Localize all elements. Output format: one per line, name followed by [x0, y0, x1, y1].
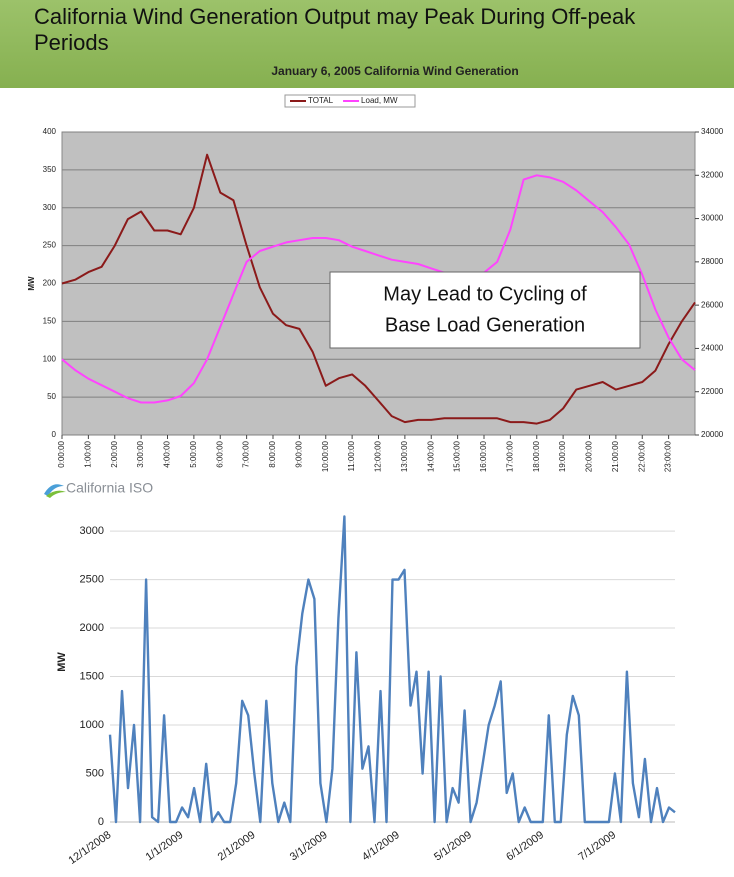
y-tick-label: 300 [43, 203, 57, 212]
x-tick-label: 11:00:00 [347, 440, 356, 471]
y2-tick-label: 32000 [701, 170, 724, 179]
y-tick-label: 400 [43, 127, 57, 136]
y2-tick-label: 26000 [701, 300, 724, 309]
y-tick-label: 100 [43, 354, 57, 363]
x-tick-label: 19:00:00 [558, 440, 567, 472]
series-line [61, 153, 696, 425]
y-tick-label: 0 [98, 816, 104, 828]
x-tick-label: 13:00:00 [400, 440, 409, 472]
x-tick-label: 21:00:00 [611, 440, 620, 472]
annotation-box [329, 271, 641, 349]
y-tick-label: 1500 [80, 670, 104, 682]
x-tick-label: 22:00:00 [637, 440, 646, 472]
x-tick-label: 16:00:00 [479, 440, 488, 472]
x-tick-label: 5/1/2009 [432, 829, 474, 863]
x-tick-label: 0:00:00 [57, 440, 66, 467]
x-tick-label: 4:00:00 [163, 440, 172, 467]
x-tick-label: 2/1/2009 [216, 829, 258, 863]
title-band [0, 0, 734, 88]
x-tick-label: 6:00:00 [215, 440, 224, 467]
x-tick-label: 17:00:00 [505, 440, 514, 472]
logo-text: California ISO [66, 480, 153, 496]
chart-title: January 6, 2005 California Wind Generati… [271, 64, 518, 78]
y-tick-label: 1000 [80, 719, 104, 731]
x-tick-label: 12/1/2008 [66, 829, 113, 867]
y-tick-label: 2000 [80, 622, 104, 634]
legend-label: TOTAL [308, 96, 334, 105]
x-tick-label: 5:00:00 [189, 440, 198, 467]
x-tick-label: 8:00:00 [268, 440, 277, 467]
series-line [61, 174, 696, 404]
y2-tick-label: 34000 [701, 127, 724, 136]
y-tick-label: 150 [43, 316, 57, 325]
x-tick-label: 20:00:00 [585, 440, 594, 472]
x-tick-label: 3:00:00 [136, 440, 145, 467]
y-tick-label: 200 [43, 279, 57, 288]
annotation-text: Base Load Generation [385, 314, 585, 336]
legend-label: Load, MW [361, 96, 398, 105]
y2-tick-label: 22000 [701, 387, 724, 396]
y-tick-label: 0 [52, 430, 57, 439]
y2-tick-label: 28000 [701, 257, 724, 266]
y2-tick-label: 20000 [701, 430, 724, 439]
x-tick-label: 4/1/2009 [360, 829, 402, 863]
x-tick-label: 12:00:00 [374, 440, 383, 472]
series-line [108, 515, 676, 824]
x-tick-label: 15:00:00 [453, 440, 462, 472]
y2-tick-label: 30000 [701, 214, 724, 223]
logo-icon [44, 484, 66, 498]
x-tick-label: 14:00:00 [426, 440, 435, 472]
x-tick-label: 1:00:00 [83, 440, 92, 467]
y2-tick-label: 24000 [701, 344, 724, 353]
y-axis-label: MW [56, 652, 68, 672]
x-tick-label: 6/1/2009 [504, 829, 546, 863]
x-tick-label: 9:00:00 [294, 440, 303, 467]
x-tick-label: 7:00:00 [242, 440, 251, 467]
x-tick-label: 3/1/2009 [288, 829, 330, 863]
slide-title: California Wind Generation Output may Pe… [34, 4, 636, 55]
x-tick-label: 1/1/2009 [144, 829, 186, 863]
y-tick-label: 50 [47, 392, 56, 401]
y-tick-label: 2500 [80, 573, 104, 585]
y-tick-label: 250 [43, 241, 57, 250]
y-tick-label: 3000 [80, 525, 104, 537]
y-axis-label: MW [27, 276, 36, 291]
y-tick-label: 350 [43, 165, 57, 174]
x-tick-label: 7/1/2009 [576, 829, 618, 863]
x-tick-label: 2:00:00 [110, 440, 119, 467]
x-tick-label: 23:00:00 [664, 440, 673, 472]
y-tick-label: 500 [86, 767, 104, 779]
legend: TOTAL Load, MW [284, 94, 416, 108]
annotation-text: May Lead to Cycling of [383, 283, 587, 305]
x-tick-label: 10:00:00 [321, 440, 330, 472]
x-tick-label: 18:00:00 [532, 440, 541, 472]
